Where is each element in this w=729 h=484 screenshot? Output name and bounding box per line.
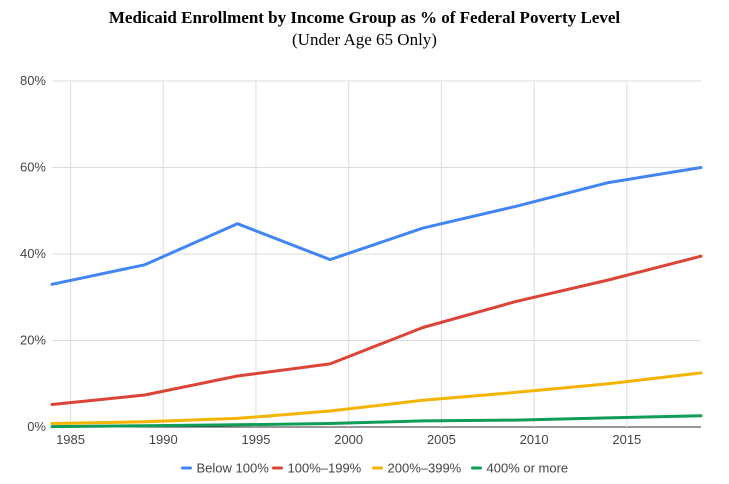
x-tick-label: 1990: [149, 432, 178, 447]
legend-label: 200%–399%: [388, 461, 462, 476]
y-tick-label: 20%: [20, 333, 46, 348]
x-tick-label: 1985: [56, 432, 85, 447]
y-tick-label: 60%: [20, 160, 46, 175]
x-tick-label: 2005: [427, 432, 456, 447]
grid-layer: [52, 80, 701, 428]
tick-layer: 0% 20% 40% 60% 80% 1985 1990 1995 2000 2005 2010 20…: [20, 73, 641, 447]
legend-label: Below 100%: [197, 461, 270, 476]
y-tick-label: 40%: [20, 246, 46, 261]
chart-title: Medicaid Enrollment by Income Group as %…: [108, 8, 621, 27]
series-line: [50, 414, 703, 429]
legend: Below 100% 100%–199% 200%–399% 400% or more: [181, 461, 569, 476]
x-tick-label: 1995: [242, 432, 271, 447]
series-line: [50, 371, 703, 425]
series-line: [50, 254, 703, 406]
legend-label: 100%–199%: [288, 461, 362, 476]
legend-label: 400% or more: [487, 461, 569, 476]
y-tick-label: 80%: [20, 73, 46, 88]
series-layer: [50, 166, 703, 429]
x-tick-label: 2010: [520, 432, 549, 447]
x-tick-label: 2000: [334, 432, 363, 447]
y-tick-label: 0%: [27, 419, 46, 434]
chart-subtitle: (Under Age 65 Only): [292, 30, 437, 49]
x-tick-label: 2015: [612, 432, 641, 447]
series-line: [50, 166, 703, 286]
